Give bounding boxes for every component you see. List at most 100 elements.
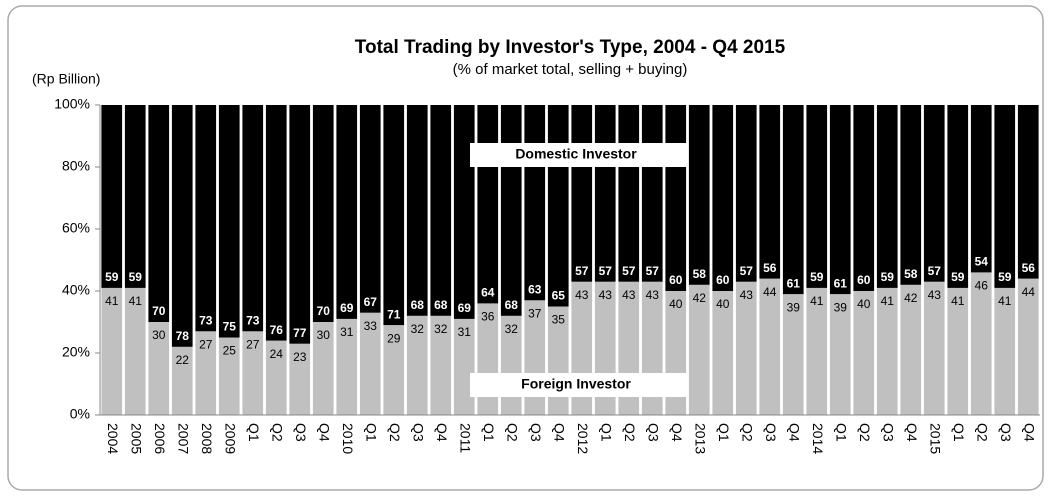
x-tick-label: Q4 <box>434 423 450 442</box>
bar-segment <box>618 105 640 282</box>
data-label: 57 <box>599 264 613 278</box>
data-label: 76 <box>270 323 284 337</box>
bar-segment <box>383 105 405 326</box>
data-label: 59 <box>810 270 824 284</box>
bar-segment <box>923 281 945 415</box>
data-label: 60 <box>716 273 730 287</box>
data-label: 61 <box>787 276 801 290</box>
bar-segment <box>148 105 170 322</box>
x-tick-label: Q1 <box>599 423 615 442</box>
data-label: 57 <box>928 264 942 278</box>
data-label: 31 <box>458 325 472 339</box>
data-label: 25 <box>223 344 237 358</box>
bar-segment <box>336 318 358 415</box>
data-label: 30 <box>317 328 331 342</box>
data-label: 46 <box>975 279 989 293</box>
x-tick-label: 2010 <box>340 423 356 454</box>
data-label: 59 <box>951 270 965 284</box>
x-tick-label: Q2 <box>387 423 403 442</box>
bar-segment <box>970 105 992 273</box>
bar-segment <box>500 105 522 316</box>
data-label: 69 <box>458 301 472 315</box>
x-tick-label: 2014 <box>810 423 826 454</box>
data-label: 57 <box>622 264 636 278</box>
bar-segment <box>712 105 734 291</box>
bar-segment <box>242 331 264 415</box>
bar-segment <box>1017 278 1039 415</box>
data-label: 41 <box>810 294 824 308</box>
bar-segment <box>876 287 898 415</box>
data-label: 59 <box>129 270 143 284</box>
bar-segment <box>383 325 405 415</box>
data-label: 56 <box>1022 261 1036 275</box>
bar-segment <box>1017 105 1039 279</box>
bar-segment <box>406 315 428 415</box>
data-label: 78 <box>176 329 190 343</box>
bar-segment <box>641 105 663 282</box>
bar-segment <box>406 105 428 316</box>
y-tick-label: 20% <box>62 344 90 360</box>
bar-segment <box>218 105 240 338</box>
bar-segment <box>453 105 475 319</box>
x-tick-label: 2005 <box>129 423 145 454</box>
data-label: 70 <box>152 304 166 318</box>
bar-segment <box>735 105 757 282</box>
data-label: 54 <box>975 255 989 269</box>
bar-segment <box>430 105 452 316</box>
data-label: 67 <box>364 295 378 309</box>
x-tick-label: Q4 <box>1022 423 1038 442</box>
legend-label: Foreign Investor <box>521 376 631 392</box>
data-label: 69 <box>340 301 354 315</box>
data-label: 33 <box>364 319 378 333</box>
bar-segment <box>712 291 734 415</box>
bar-segment <box>195 331 217 415</box>
data-label: 35 <box>552 313 566 327</box>
data-label: 43 <box>646 288 660 302</box>
y-tick-label: 100% <box>54 96 90 112</box>
data-label: 24 <box>270 347 284 361</box>
data-label: 41 <box>129 294 143 308</box>
data-label: 73 <box>199 313 213 327</box>
data-label: 65 <box>552 289 566 303</box>
x-tick-label: 2007 <box>176 423 192 454</box>
y-axis-label: (Rp Billion) <box>32 71 100 87</box>
data-label: 27 <box>246 337 260 351</box>
bar-segment <box>594 105 616 282</box>
x-tick-label: Q3 <box>998 423 1014 442</box>
x-tick-label: Q2 <box>740 423 756 442</box>
data-label: 61 <box>834 276 848 290</box>
data-label: 32 <box>505 322 519 336</box>
bar-segment <box>312 322 334 415</box>
data-label: 42 <box>693 291 707 305</box>
x-tick-label: Q3 <box>528 423 544 442</box>
bar-segment <box>171 105 193 347</box>
bar-segment <box>688 105 710 285</box>
bar-segment <box>900 284 922 415</box>
bar-segment <box>195 105 217 332</box>
data-label: 43 <box>740 288 754 302</box>
bar-segment <box>853 105 875 291</box>
data-label: 77 <box>293 326 307 340</box>
x-tick-label: 2012 <box>575 423 591 454</box>
legend-box <box>470 373 688 397</box>
legend-label: Domestic Investor <box>515 146 637 162</box>
data-label: 30 <box>152 328 166 342</box>
x-tick-label: Q3 <box>646 423 662 442</box>
data-label: 70 <box>317 304 331 318</box>
y-tick-label: 0% <box>70 406 90 422</box>
x-tick-label: Q3 <box>881 423 897 442</box>
bar-segment <box>735 281 757 415</box>
data-label: 58 <box>693 267 707 281</box>
bar-segment <box>900 105 922 285</box>
data-label: 32 <box>411 322 425 336</box>
x-tick-label: Q4 <box>317 423 333 442</box>
x-tick-label: Q2 <box>975 423 991 442</box>
data-label: 75 <box>223 320 237 334</box>
data-label: 44 <box>1022 285 1036 299</box>
data-label: 32 <box>434 322 448 336</box>
bar-segment <box>359 105 381 313</box>
data-label: 57 <box>575 264 589 278</box>
bar-segment <box>101 105 123 288</box>
data-label: 37 <box>528 306 542 320</box>
bar-segment <box>124 105 146 288</box>
